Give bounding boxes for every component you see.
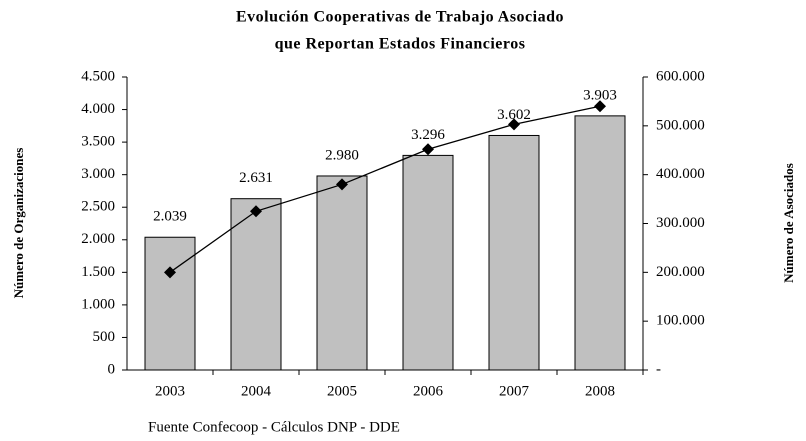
y-tick-label: 4.500: [81, 68, 115, 84]
y-tick-label: 0: [108, 361, 116, 377]
chart-title: Evolución Cooperativas de Trabajo Asocia…: [236, 9, 564, 26]
y2-tick-label: 100.000: [656, 313, 705, 329]
y2-tick-label: 600.000: [656, 68, 705, 84]
x-tick-label: 2007: [499, 383, 530, 399]
line: [169, 105, 601, 273]
y-tick-label: 3.500: [81, 134, 115, 150]
chart-title: que Reportan Estados Financieros: [275, 36, 526, 53]
y-tick-label: 2.500: [81, 199, 115, 215]
x-tick-label: 2003: [155, 383, 185, 399]
marker: [508, 118, 520, 131]
y-tick-label: 500: [93, 329, 116, 345]
y2-tick-label: 200.000: [656, 264, 705, 280]
y-tick-label: 1.500: [81, 264, 115, 280]
x-tick-label: 2006: [413, 383, 444, 399]
marker: [594, 100, 606, 113]
data-label: 2.039: [153, 209, 187, 225]
x-tick-label: 2008: [585, 383, 615, 399]
marker: [336, 178, 348, 191]
y2-tick-label: 400.000: [656, 166, 705, 182]
marker: [250, 205, 262, 218]
data-label: 2.631: [239, 170, 273, 186]
y-axis-title: Número de Organizaciones: [11, 148, 26, 299]
source-note: Fuente Confecoop - Cálculos DNP - DDE: [148, 419, 400, 435]
bar: [230, 198, 282, 371]
data-label: 3.602: [497, 107, 531, 123]
data-label: 2.980: [325, 147, 359, 163]
marker: [164, 266, 176, 279]
y2-tick-label: 300.000: [656, 215, 705, 231]
bar: [316, 175, 368, 371]
data-label: 3.903: [583, 87, 617, 103]
x-tick-label: 2004: [241, 383, 272, 399]
data-label: 3.296: [411, 127, 445, 143]
bar: [402, 154, 454, 371]
y-tick-label: 3.000: [81, 166, 115, 182]
bar: [488, 134, 540, 371]
y2-tick-label: 500.000: [656, 117, 705, 133]
y2-axis-title: Número de Asociados: [781, 163, 796, 283]
y-tick-label: 1.000: [81, 296, 115, 312]
y2-tick-label: -: [656, 361, 661, 377]
x-tick-label: 2005: [327, 383, 357, 399]
y-tick-label: 2.000: [81, 231, 115, 247]
y-tick-label: 4.000: [81, 101, 115, 117]
marker: [422, 143, 434, 156]
bar: [144, 236, 196, 371]
bar: [574, 115, 626, 371]
